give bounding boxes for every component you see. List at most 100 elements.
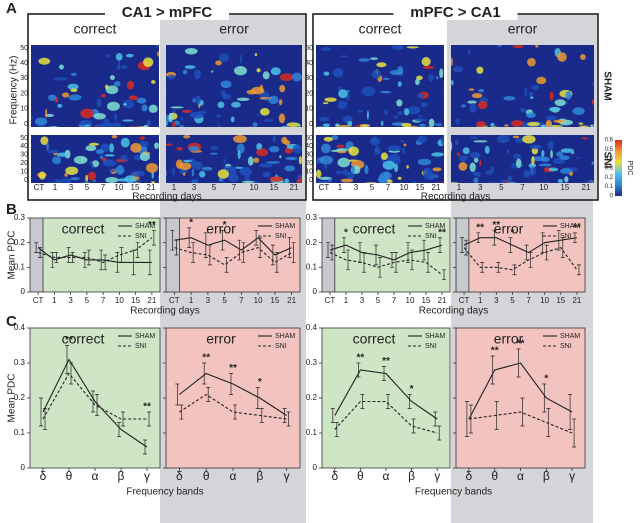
- annotation: *: [258, 377, 262, 388]
- legend-label: SNI: [275, 233, 287, 240]
- heatmap-blob: [79, 120, 87, 127]
- heatmap-blob: [316, 169, 322, 179]
- heatmap-blob: [57, 103, 63, 108]
- heatmap-blob: [155, 45, 159, 48]
- heatmap-blob: [379, 90, 392, 94]
- heatmap-blob: [60, 178, 72, 183]
- heatmap-blob: [361, 86, 376, 97]
- heatmap-blob: [199, 170, 206, 178]
- heatmap-blob: [418, 114, 423, 118]
- error-bar: [442, 269, 446, 281]
- heatmap-blob: [470, 151, 481, 159]
- error-bar: [476, 232, 481, 244]
- title-bg: [105, 6, 229, 20]
- error-bar: [433, 411, 438, 427]
- heatmap-blob: [48, 94, 57, 101]
- error-bar: [407, 394, 412, 409]
- heatmap-blob: [366, 110, 369, 120]
- heatmap-blob: [189, 111, 204, 119]
- heatmap-blob: [320, 143, 331, 154]
- heatmap-blob: [364, 164, 369, 175]
- error-bar: [174, 239, 179, 256]
- heatmap-blob: [104, 84, 109, 90]
- heatmap-blob: [337, 100, 348, 110]
- heatmap-blob: [106, 54, 111, 58]
- heatmap-blob: [120, 65, 128, 69]
- heatmap-blob: [234, 65, 247, 76]
- heatmap-blob: [469, 103, 477, 113]
- heatmap-blob: [468, 88, 475, 91]
- x-tick-label: 7: [101, 296, 106, 305]
- heatmap-blob: [269, 176, 284, 182]
- y-tick-label: 30: [305, 75, 313, 82]
- heatmap-blob: [578, 125, 590, 127]
- heatmap-blob: [406, 46, 419, 49]
- heatmap-blob: [531, 84, 540, 91]
- heatmap-blob: [256, 148, 269, 157]
- heatmap-blob: [320, 47, 332, 52]
- heatmap-blob: [576, 156, 580, 160]
- heatmap-blob: [70, 88, 78, 93]
- heatmap-blob: [123, 103, 127, 106]
- x-tick-label: 1: [344, 296, 349, 305]
- legend-label: SNI: [135, 233, 147, 240]
- heatmap-blob: [298, 123, 301, 127]
- x-tick-label: 10: [250, 183, 259, 192]
- heatmap-blob: [100, 122, 113, 127]
- heatmap-blob: [337, 125, 351, 127]
- x-tick-label: θ: [203, 469, 210, 483]
- heatmap-blob: [91, 160, 100, 168]
- heatmap-blob: [396, 99, 403, 107]
- heatmap-blob: [386, 179, 393, 184]
- x-tick-label: 5: [85, 183, 90, 192]
- error-bar: [70, 252, 75, 263]
- row-label: SHAM: [601, 71, 612, 100]
- x-tick-label: 3: [192, 183, 197, 192]
- y-tick-label: 0.2: [14, 393, 26, 402]
- heatmap-blob: [278, 99, 283, 106]
- x-tick-label: β: [118, 469, 125, 483]
- heatmap-blob: [40, 136, 49, 145]
- x-tick-label: CT: [33, 296, 44, 305]
- heatmap-blob: [285, 156, 298, 161]
- heatmap-blob: [476, 172, 481, 178]
- x-tick-label: β: [543, 469, 550, 483]
- heatmap-blob: [460, 104, 466, 108]
- condition-title: error: [508, 21, 538, 37]
- heatmap-blob: [451, 141, 453, 151]
- heatmap-blob: [496, 135, 510, 144]
- heatmap-blob: [336, 144, 345, 148]
- heatmap-blob: [166, 143, 173, 146]
- error-bar: [147, 249, 152, 276]
- heatmap-blob: [116, 164, 124, 175]
- heatmap-blob: [507, 135, 514, 137]
- x-axis-label: Recording days: [130, 306, 199, 317]
- x-tick-label: 3: [354, 183, 359, 192]
- heatmap-blob: [572, 107, 585, 115]
- y-tick-label: 0.1: [306, 428, 318, 437]
- x-tick-label: 10: [540, 296, 549, 305]
- error-bar: [406, 242, 410, 263]
- error-bar: [411, 418, 416, 434]
- heatmap-blob: [484, 145, 490, 154]
- y-tick-label: 40: [305, 60, 313, 67]
- annotation: **: [357, 353, 365, 364]
- heatmap-blob: [531, 147, 539, 155]
- heatmap-blob: [264, 97, 270, 101]
- heatmap-blob: [515, 138, 523, 144]
- plot-bg: [30, 218, 160, 292]
- x-tick-label: α: [92, 469, 99, 483]
- x-tick-label: α: [383, 469, 390, 483]
- heatmap-blob: [182, 159, 193, 163]
- heatmap-image: [451, 135, 594, 183]
- heatmap-blob: [129, 95, 138, 101]
- heatmap-blob: [179, 125, 184, 127]
- heatmap-blob: [316, 180, 327, 184]
- heatmap-blob: [96, 98, 102, 108]
- heatmap-blob: [246, 89, 257, 95]
- error-bar: [259, 408, 264, 423]
- heatmap-blob: [516, 158, 522, 169]
- heatmap-blob: [565, 90, 572, 100]
- heatmap-blob: [324, 163, 328, 170]
- heatmap-blob: [554, 99, 566, 107]
